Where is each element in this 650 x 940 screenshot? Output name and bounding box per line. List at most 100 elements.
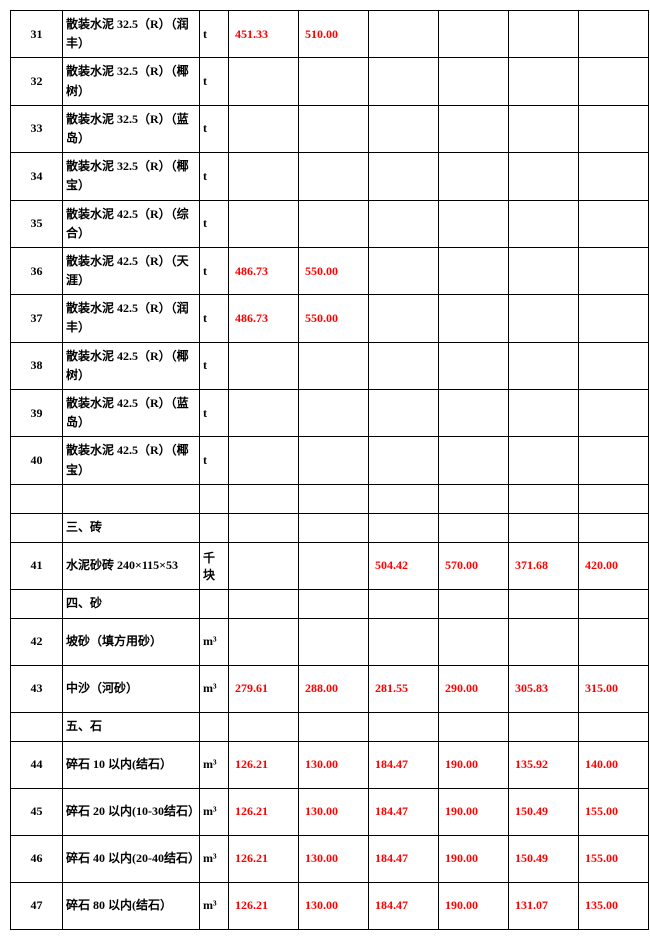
unit: m³ — [200, 741, 229, 788]
price-value — [579, 390, 649, 437]
price-value: 190.00 — [439, 741, 509, 788]
unit: t — [200, 390, 229, 437]
material-name: 散装水泥 42.5（R）（椰宝） — [63, 437, 200, 484]
material-name: 散装水泥 42.5（R）（椰树） — [63, 342, 200, 389]
materials-price-table: 31散装水泥 32.5（R）（润丰）t451.33510.0032散装水泥 32… — [10, 10, 649, 930]
price-value — [369, 618, 439, 665]
price-value: 305.83 — [509, 665, 579, 712]
table-row: 40散装水泥 42.5（R）（椰宝）t — [11, 437, 649, 484]
price-value: 150.49 — [509, 835, 579, 882]
price-value — [579, 247, 649, 294]
price-value: 290.00 — [439, 665, 509, 712]
unit — [200, 513, 229, 542]
table-body: 31散装水泥 32.5（R）（润丰）t451.33510.0032散装水泥 32… — [11, 11, 649, 930]
material-name: 散装水泥 42.5（R）（天涯） — [63, 247, 200, 294]
unit: m³ — [200, 835, 229, 882]
unit: m³ — [200, 882, 229, 929]
price-value: 126.21 — [229, 741, 299, 788]
row-index: 40 — [11, 437, 63, 484]
price-value — [369, 247, 439, 294]
material-name: 碎石 40 以内(20-40结石） — [63, 835, 200, 882]
row-index: 38 — [11, 342, 63, 389]
price-value: 570.00 — [439, 542, 509, 589]
price-value — [579, 513, 649, 542]
price-value — [509, 342, 579, 389]
unit: t — [200, 437, 229, 484]
price-value — [439, 513, 509, 542]
price-value — [579, 342, 649, 389]
price-value: 550.00 — [299, 247, 369, 294]
unit: t — [200, 153, 229, 200]
material-name: 散装水泥 32.5（R）（润丰） — [63, 11, 200, 58]
price-value — [439, 200, 509, 247]
price-value: 126.21 — [229, 788, 299, 835]
unit: m³ — [200, 788, 229, 835]
material-name: 碎石 20 以内(10-30结石） — [63, 788, 200, 835]
price-value — [299, 105, 369, 152]
price-value — [509, 200, 579, 247]
price-value — [229, 589, 299, 618]
unit — [200, 589, 229, 618]
price-value — [299, 513, 369, 542]
price-value — [229, 342, 299, 389]
table-row: 31散装水泥 32.5（R）（润丰）t451.33510.00 — [11, 11, 649, 58]
price-value — [579, 295, 649, 342]
material-name: 水泥砂砖 240×115×53 — [63, 542, 200, 589]
price-value — [229, 437, 299, 484]
row-index: 36 — [11, 247, 63, 294]
price-value — [369, 484, 439, 513]
material-name: 坡砂（填方用砂） — [63, 618, 200, 665]
price-value: 279.61 — [229, 665, 299, 712]
row-index: 46 — [11, 835, 63, 882]
price-value — [229, 105, 299, 152]
unit: t — [200, 342, 229, 389]
unit: t — [200, 58, 229, 105]
material-name: 中沙（河砂） — [63, 665, 200, 712]
price-value — [299, 342, 369, 389]
unit — [200, 712, 229, 741]
price-value — [509, 589, 579, 618]
price-value — [299, 390, 369, 437]
price-value: 451.33 — [229, 11, 299, 58]
price-value: 504.42 — [369, 542, 439, 589]
price-value — [579, 712, 649, 741]
table-row: 五、石 — [11, 712, 649, 741]
price-value — [229, 513, 299, 542]
price-value — [579, 484, 649, 513]
price-value: 486.73 — [229, 247, 299, 294]
price-value: 288.00 — [299, 665, 369, 712]
price-value — [229, 618, 299, 665]
price-value: 190.00 — [439, 788, 509, 835]
price-value: 135.00 — [579, 882, 649, 929]
row-index: 34 — [11, 153, 63, 200]
price-value: 184.47 — [369, 835, 439, 882]
price-value — [509, 437, 579, 484]
table-row: 46碎石 40 以内(20-40结石）m³126.21130.00184.471… — [11, 835, 649, 882]
price-value: 184.47 — [369, 788, 439, 835]
unit: t — [200, 105, 229, 152]
price-value — [509, 153, 579, 200]
price-value: 155.00 — [579, 835, 649, 882]
price-value: 315.00 — [579, 665, 649, 712]
price-value — [369, 342, 439, 389]
row-index: 41 — [11, 542, 63, 589]
price-value — [439, 153, 509, 200]
row-index — [11, 712, 63, 741]
price-value — [439, 712, 509, 741]
row-index: 39 — [11, 390, 63, 437]
price-value: 130.00 — [299, 882, 369, 929]
price-value — [439, 484, 509, 513]
price-value — [369, 712, 439, 741]
material-name: 碎石 80 以内(结石） — [63, 882, 200, 929]
price-value — [509, 58, 579, 105]
price-value — [229, 484, 299, 513]
row-index: 31 — [11, 11, 63, 58]
row-index: 45 — [11, 788, 63, 835]
row-index — [11, 513, 63, 542]
price-value — [509, 712, 579, 741]
price-value — [579, 200, 649, 247]
price-value — [509, 11, 579, 58]
price-value: 184.47 — [369, 741, 439, 788]
material-name: 散装水泥 42.5（R）（蓝岛） — [63, 390, 200, 437]
price-value: 371.68 — [509, 542, 579, 589]
